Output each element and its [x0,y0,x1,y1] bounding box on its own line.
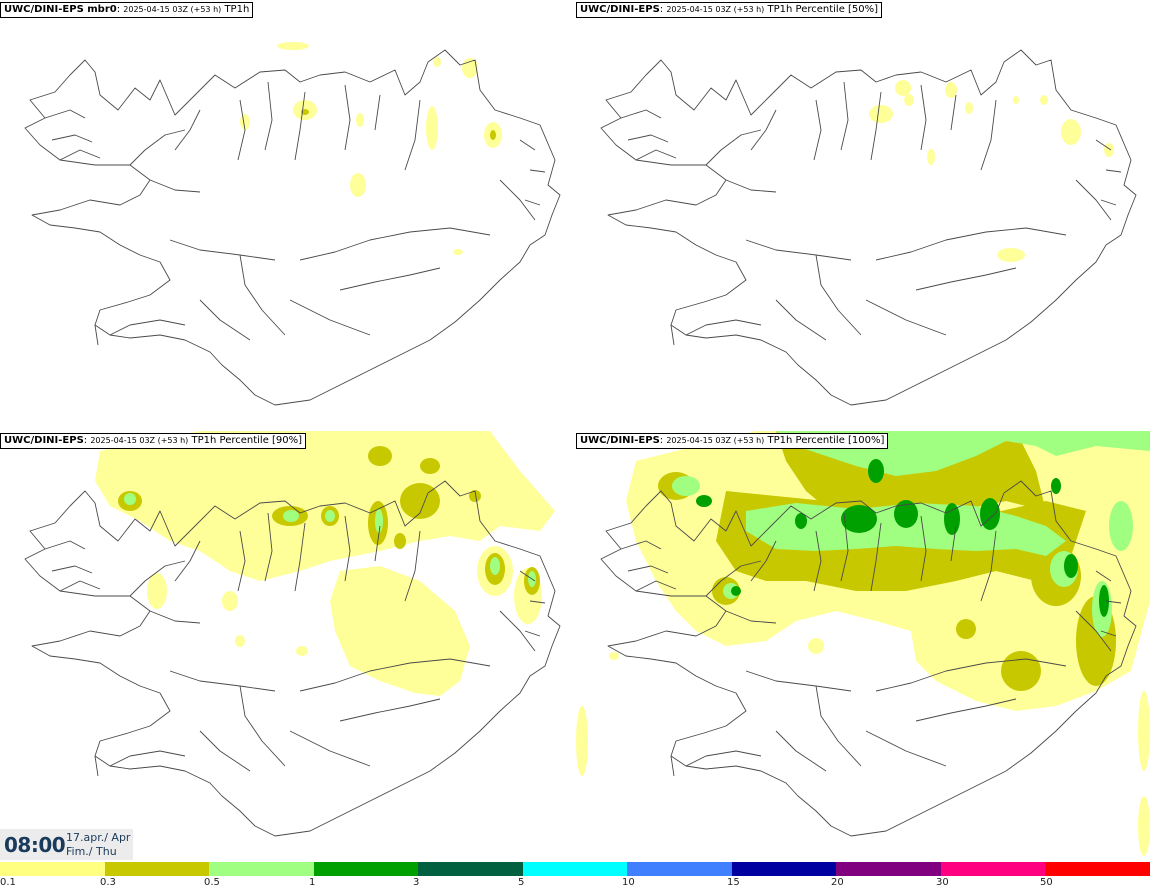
precip-map [600,49,1137,406]
model-name: UWC/DINI-EPS [580,4,660,15]
panel-title: UWC/DINI-EPS: 2025-04-15 03Z (+53 h) TP1… [576,433,889,449]
model-name: UWC/DINI-EPS [580,435,660,446]
precip-map [24,42,561,406]
map-panel-p50: UWC/DINI-EPS: 2025-04-15 03Z (+53 h) TP1… [576,0,1150,428]
parameter: TP1h Percentile [50%] [767,4,879,15]
precip-map [576,431,1150,856]
legend-label: 20 [831,877,844,888]
valid-day: Fim./ Thu [66,845,117,858]
legend-label: 10 [622,877,635,888]
legend-label: 15 [727,877,740,888]
panel-divider-vertical [574,0,576,860]
panel-title: UWC/DINI-EPS: 2025-04-15 03Z (+53 h) TP1… [576,2,883,18]
valid-time: 08:00 [4,833,66,857]
legend-swatch [0,862,105,876]
legend-swatch [418,862,523,876]
legend-swatch [104,862,210,876]
legend-swatch [731,862,837,876]
legend-label: 0.1 [0,877,16,888]
legend-swatch [522,862,628,876]
panel-title: UWC/DINI-EPS: 2025-04-15 03Z (+53 h) TP1… [0,433,307,449]
run-info: 2025-04-15 03Z (+53 h) [90,436,189,445]
run-info: 2025-04-15 03Z (+53 h) [666,5,765,14]
color-legend [0,862,1150,876]
map-panel-p100: UWC/DINI-EPS: 2025-04-15 03Z (+53 h) TP1… [576,431,1150,859]
run-info: 2025-04-15 03Z (+53 h) [666,436,765,445]
color-legend-labels: 0.1 0.3 0.5 1 3 5 10 15 20 30 50 [0,877,1150,891]
legend-label: 0.5 [204,877,220,888]
legend-label: 0.3 [100,877,116,888]
legend-label: 3 [413,877,420,888]
model-name: UWC/DINI-EPS mbr0 [4,4,117,15]
map-panel-mbr0: UWC/DINI-EPS mbr0: 2025-04-15 03Z (+53 h… [0,0,574,428]
panel-title: UWC/DINI-EPS mbr0: 2025-04-15 03Z (+53 h… [0,2,254,18]
valid-date: 17.apr./ Apr [66,831,131,844]
run-info: 2025-04-15 03Z (+53 h) [123,5,222,14]
map-panel-p90: UWC/DINI-EPS: 2025-04-15 03Z (+53 h) TP1… [0,431,574,859]
legend-swatch [627,862,732,876]
precip-map [24,431,561,837]
legend-swatch [1045,862,1150,876]
legend-label: 1 [309,877,316,888]
legend-label: 30 [936,877,949,888]
parameter: TP1h Percentile [100%] [767,435,885,446]
valid-time-box: 08:00 17.apr./ Apr Fim./ Thu [0,829,133,860]
legend-swatch [209,862,314,876]
legend-label: 50 [1040,877,1053,888]
parameter: TP1h Percentile [90%] [191,435,303,446]
legend-swatch [940,862,1046,876]
parameter: TP1h [224,4,250,15]
legend-label: 5 [518,877,525,888]
model-name: UWC/DINI-EPS [4,435,84,446]
legend-swatch [313,862,419,876]
legend-swatch [836,862,941,876]
